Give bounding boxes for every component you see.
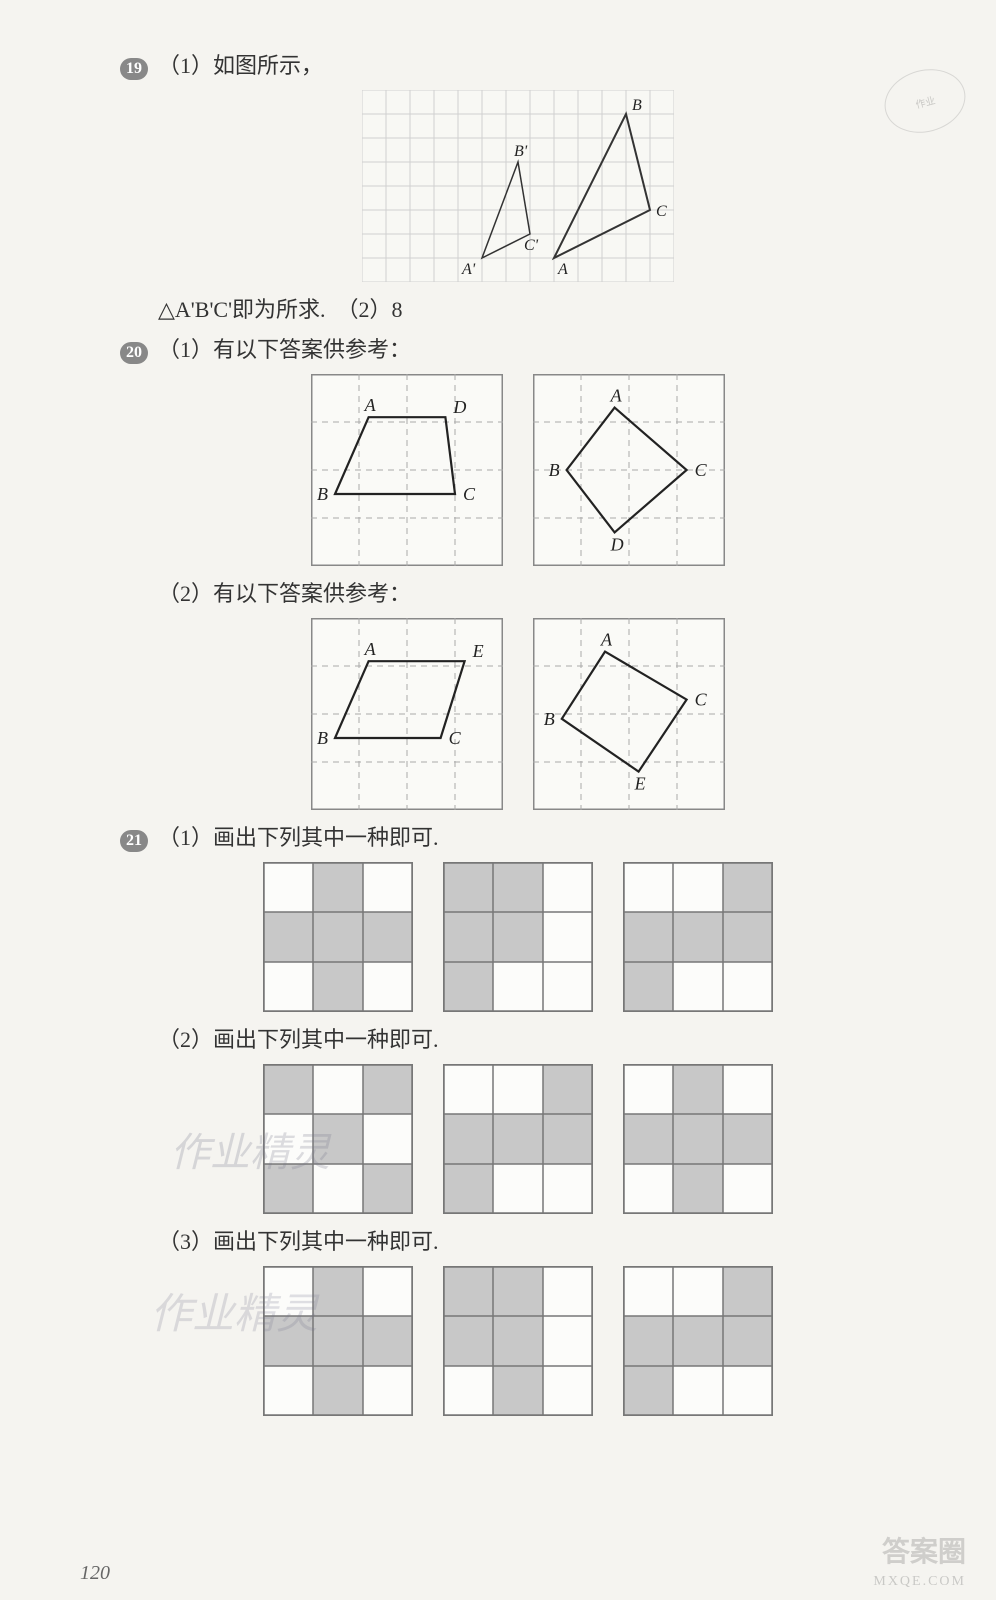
q19-diagram-row: A B C A' B' C' <box>120 90 916 282</box>
q20-row2: A B C E A B C E <box>120 618 916 810</box>
footer-url: MXQE.COM <box>873 1574 966 1590</box>
q20-diagram-1a: A B C D <box>311 374 503 566</box>
shaded-grid <box>443 1266 593 1416</box>
q20-header2: （2）有以下答案供参考： <box>120 576 916 608</box>
shaded-grid <box>623 862 773 1012</box>
svg-text:C: C <box>695 460 708 480</box>
shaded-grid <box>623 1064 773 1214</box>
q20-diagram-2b: A B C E <box>533 618 725 810</box>
watermark-2: 作业精灵 <box>150 1280 318 1341</box>
svg-text:D: D <box>452 397 466 417</box>
q19-line1: 19 （1）如图所示， <box>120 48 916 80</box>
q20-diagram-2a: A B C E <box>311 618 503 810</box>
q20-header1-text: （1）有以下答案供参考： <box>158 332 411 364</box>
q19-number: 19 <box>120 58 148 80</box>
q20-header2-text: （2）有以下答案供参考： <box>158 576 411 608</box>
svg-text:B': B' <box>514 143 528 160</box>
svg-text:B: B <box>632 97 642 114</box>
svg-text:B: B <box>544 709 555 729</box>
q20-number: 20 <box>120 342 148 364</box>
svg-text:A': A' <box>461 261 476 278</box>
svg-text:E: E <box>634 774 646 794</box>
q20-row1: A B C D A B C D <box>120 374 916 566</box>
shaded-grid <box>263 862 413 1012</box>
q20-diagram-1b: A B C D <box>533 374 725 566</box>
svg-text:C: C <box>656 203 667 220</box>
q20-header1: 20 （1）有以下答案供参考： <box>120 332 916 364</box>
svg-text:A: A <box>600 630 613 650</box>
q21-t2-text: （2）画出下列其中一种即可. <box>158 1022 439 1054</box>
svg-text:A: A <box>364 639 377 659</box>
shaded-grid <box>443 862 593 1012</box>
svg-text:B: B <box>317 728 328 748</box>
q21-t1: 21 （1）画出下列其中一种即可. <box>120 820 916 852</box>
q21-t3: （3）画出下列其中一种即可. <box>120 1224 916 1256</box>
svg-text:B: B <box>549 460 560 480</box>
svg-text:C: C <box>449 728 462 748</box>
svg-text:B: B <box>317 484 328 504</box>
shaded-grid <box>443 1064 593 1214</box>
svg-text:E: E <box>472 641 484 661</box>
svg-text:A: A <box>610 386 623 406</box>
svg-text:A: A <box>557 261 568 278</box>
svg-text:C': C' <box>524 237 539 254</box>
q21-t2: （2）画出下列其中一种即可. <box>120 1022 916 1054</box>
svg-text:A: A <box>364 395 377 415</box>
q19-diagram: A B C A' B' C' <box>362 90 674 282</box>
page-number: 120 <box>80 1562 110 1585</box>
shaded-grid <box>623 1266 773 1416</box>
q19-part2-text: △A'B'C'即为所求. （2）8 <box>158 292 403 324</box>
q19-line2: △A'B'C'即为所求. （2）8 <box>120 292 916 324</box>
svg-text:C: C <box>695 690 708 710</box>
page: 作业 19 （1）如图所示， ABCA'B'C' △A'B'C'即为所求. （2… <box>0 0 996 1600</box>
watermark-1: 作业精灵 <box>170 1120 330 1178</box>
svg-text:D: D <box>610 534 624 554</box>
q21-t1-text: （1）画出下列其中一种即可. <box>158 820 439 852</box>
footer-watermark: 答案圈 <box>882 1530 966 1570</box>
q21-number: 21 <box>120 830 148 852</box>
q21-t3-text: （3）画出下列其中一种即可. <box>158 1224 439 1256</box>
svg-text:C: C <box>463 484 476 504</box>
q19-part1-text: （1）如图所示， <box>158 48 323 80</box>
q21-row1 <box>120 862 916 1012</box>
